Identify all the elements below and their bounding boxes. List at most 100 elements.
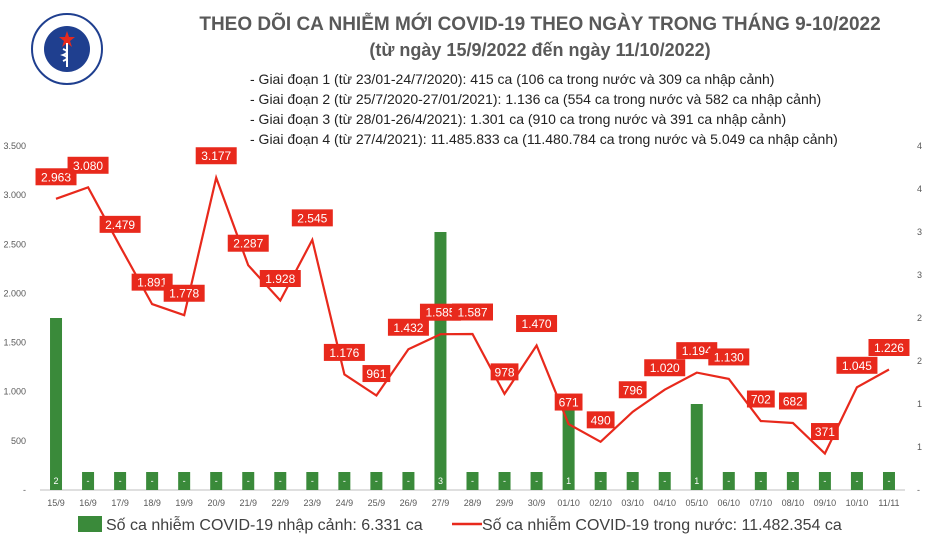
x-axis-tick-label: 30/9 [528,498,546,508]
bar-data-label: - [375,476,378,486]
bar-data-label: - [119,476,122,486]
bar-imported-06-10 [722,472,735,490]
line-data-label: 371 [815,425,835,439]
line-data-label-box [131,273,173,291]
bar-data-label: - [791,476,794,486]
x-axis-tick-label: 17/9 [111,498,129,508]
left-axis-tick-label: 3.000 [3,190,26,200]
x-axis-tick-label: 20/9 [207,498,225,508]
bar-imported-04-10 [658,472,671,490]
bar-imported-05-10 [690,404,703,490]
line-data-label-box [554,393,583,411]
bar-data-label: 1 [694,476,699,486]
bar-imported-22-9 [274,472,287,490]
line-data-label: 961 [366,367,386,381]
bar-data-label: - [631,476,634,486]
bar-data-label: 1 [566,476,571,486]
legend-imported-swatch [78,516,102,532]
bar-data-label: - [855,476,858,486]
left-axis-tick-label: 1.500 [3,338,26,348]
x-axis-tick-label: 04/10 [653,498,676,508]
line-data-label: 1.470 [522,317,552,331]
x-axis-tick-label: 21/9 [239,498,257,508]
line-data-label: 1.432 [393,321,423,335]
bar-data-label: - [407,476,410,486]
line-data-label-box [836,356,878,374]
line-data-label-box [259,270,301,288]
right-axis-tick-label: 1 [917,442,922,452]
x-axis-tick-label: 29/9 [496,498,514,508]
bar-data-label: - [663,476,666,486]
bar-imported-18-9 [146,472,159,490]
line-data-label: 1.585 [425,306,455,320]
x-axis-tick-label: 28/9 [464,498,482,508]
bar-imported-30-9 [530,472,543,490]
bar-data-label: - [535,476,538,486]
left-axis-tick-label: 2.000 [3,288,26,298]
line-data-label-box [490,363,519,381]
right-axis-tick-label: 3 [917,270,922,280]
bar-imported-24-9 [338,472,351,490]
x-axis-tick-label: 03/10 [621,498,644,508]
line-data-label-box [163,284,205,302]
bar-imported-11-11 [882,472,895,490]
x-axis-tick-label: 15/9 [47,498,65,508]
note-phase-3: - Giai đoạn 3 (từ 28/01-26/4/2021): 1.30… [250,111,787,127]
bar-data-label: - [727,476,730,486]
bar-imported-19-9 [178,472,191,490]
line-data-label: 2.545 [297,211,327,225]
x-axis-tick-label: 07/10 [750,498,773,508]
line-data-label-box [291,209,333,227]
left-axis-tick-label: 500 [11,436,26,446]
line-data-label-box [323,343,365,361]
bar-data-label: - [887,476,890,486]
bar-imported-07-10 [754,472,767,490]
line-data-label: 490 [591,413,611,427]
bar-data-label: - [215,476,218,486]
bar-data-label: - [343,476,346,486]
line-data-label-box [586,411,615,429]
line-data-label-box [618,381,647,399]
line-data-label-box [67,156,109,174]
line-data-label: 1.587 [457,306,487,320]
bar-imported-02-10 [594,472,607,490]
left-axis-tick-label: 3.500 [3,141,26,151]
line-data-label: 3.080 [73,159,103,173]
right-axis-tick-label: 3 [917,227,922,237]
line-data-label: 2.479 [105,218,135,232]
line-data-label-box [644,359,686,377]
bar-imported-26-9 [402,472,415,490]
line-data-label-box [676,342,718,360]
bar-data-label: - [759,476,762,486]
line-data-label: 1.226 [874,341,904,355]
legend-imported-label: Số ca nhiễm COVID-19 nhập cảnh: 6.331 ca [106,515,423,534]
bar-imported-21-9 [242,472,255,490]
bar-data-label: - [247,476,250,486]
line-data-label-box [99,215,141,233]
note-phase-2: - Giai đoạn 2 (từ 25/7/2020-27/01/2021):… [250,91,822,107]
line-data-label: 2.963 [41,170,71,184]
note-phase-4: - Giai đoạn 4 (từ 27/4/2021): 11.485.833… [250,131,838,147]
line-data-label: 796 [623,383,643,397]
line-data-label-box [778,392,807,410]
line-data-label: 682 [783,394,803,408]
x-axis-tick-label: 18/9 [143,498,161,508]
bar-imported-27-9 [434,232,447,490]
x-axis-tick-label: 19/9 [175,498,193,508]
x-axis-tick-label: 16/9 [79,498,97,508]
line-data-label-box [419,303,461,321]
line-data-label: 1.045 [842,359,872,373]
bar-imported-15-9 [50,318,63,490]
line-data-label-box [452,303,493,321]
chart-subtitle: (từ ngày 15/9/2022 đến ngày 11/10/2022) [369,40,711,60]
line-data-label: 978 [495,365,515,379]
x-axis-tick-label: 25/9 [368,498,386,508]
line-data-label-box [195,147,237,165]
line-data-label: 2.287 [233,237,263,251]
x-axis-tick-label: 01/10 [557,498,580,508]
bar-imported-10-10 [850,472,863,490]
bar-imported-20-9 [210,472,223,490]
bar-data-label: - [503,476,506,486]
